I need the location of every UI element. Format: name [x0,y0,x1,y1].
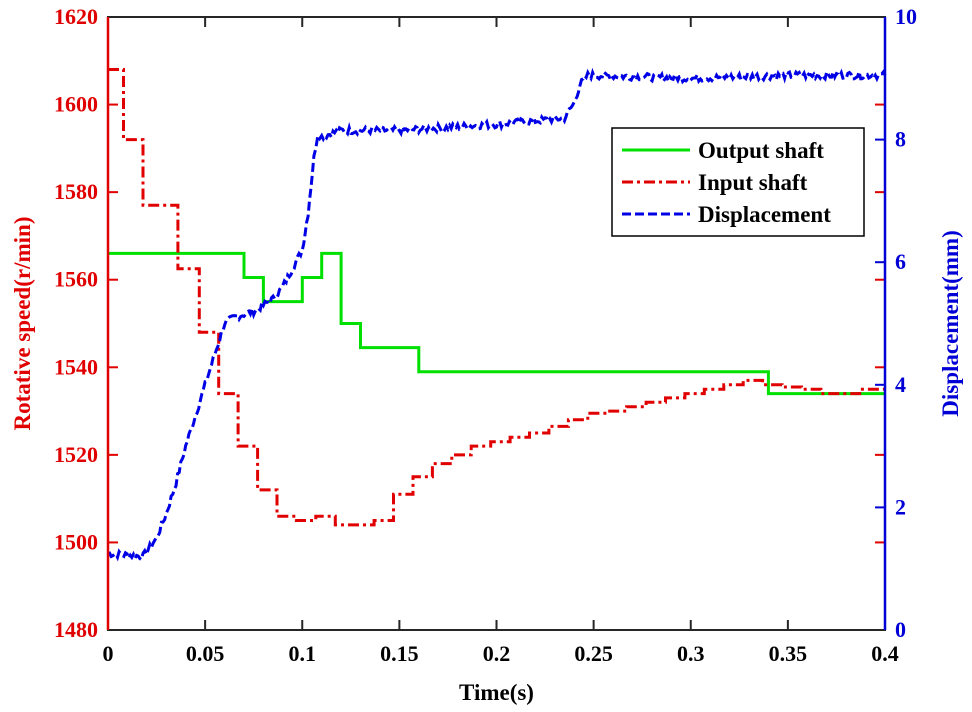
series-line-output-shaft [108,251,885,396]
x-tick-label: 0.15 [380,641,419,666]
legend-label-displacement: Displacement [698,202,831,227]
right-tick-label: 8 [895,127,906,152]
right-tick-label: 0 [895,617,906,642]
right-tick-label: 4 [895,372,906,397]
x-tick-label: 0.4 [871,641,899,666]
left-tick-label: 1620 [54,4,98,29]
x-tick-label: 0.25 [574,641,613,666]
left-tick-label: 1600 [54,92,98,117]
legend-label-input-shaft: Input shaft [698,170,808,195]
legend: Output shaft Input shaft Displacement [611,127,865,237]
right-tick-label: 2 [895,494,906,519]
left-tick-label: 1540 [54,354,98,379]
x-tick-label: 0.35 [769,641,808,666]
series-line-input-shaft [108,68,885,527]
left-axis-label: Rotative speed(r/min) [10,217,35,431]
right-axis-label: Displacement(mm) [938,230,963,417]
legend-label-output-shaft: Output shaft [698,138,824,163]
labels-layer: 1480 1500 1520 1540 1560 1580 1600 1620 0 2 4 6 8 10 0… [54,4,917,666]
left-tick-label: 1500 [54,529,98,554]
x-tick-label: 0.05 [186,641,225,666]
x-tick-label: 0.1 [289,641,317,666]
x-tick-label: 0.2 [483,641,511,666]
left-tick-label: 1560 [54,267,98,292]
left-tick-label: 1480 [54,617,98,642]
left-tick-label: 1520 [54,442,98,467]
x-tick-label: 0.3 [677,641,705,666]
series-layer [107,65,887,563]
series-line-displacement [107,65,887,563]
left-tick-label: 1580 [54,179,98,204]
x-axis-label: Time(s) [459,680,534,705]
right-tick-label: 10 [895,4,917,29]
x-tick-label: 0 [103,641,114,666]
right-tick-label: 6 [895,249,906,274]
